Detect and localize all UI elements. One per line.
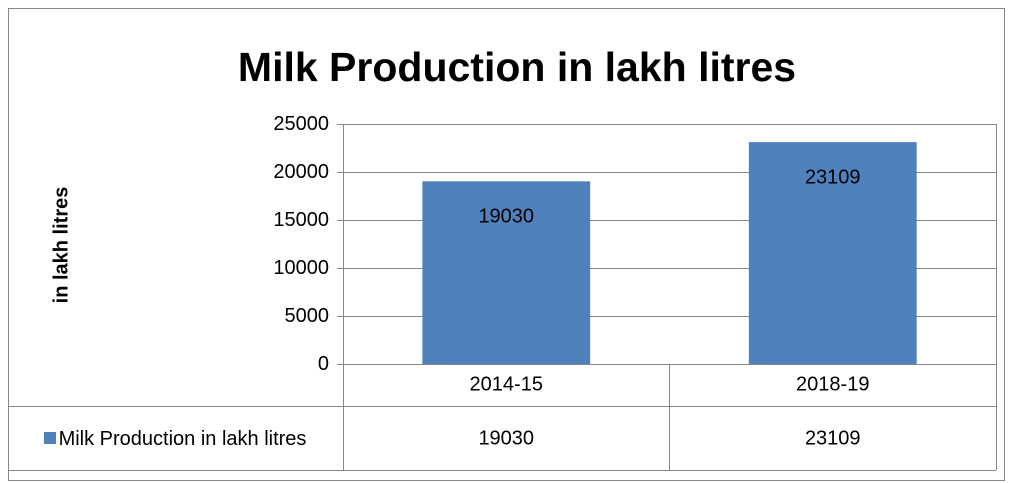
y-tick-label: 25000 xyxy=(273,113,329,135)
y-tick-label: 5000 xyxy=(285,305,330,327)
legend-entry: Milk Production in lakh litres xyxy=(43,427,307,452)
chart-title: Milk Production in lakh litres xyxy=(238,44,796,90)
data-table-value: 23109 xyxy=(805,427,861,449)
data-label: 19030 xyxy=(478,206,534,228)
bar xyxy=(422,181,591,364)
bar xyxy=(748,142,917,364)
data-table-value: 19030 xyxy=(478,427,534,449)
x-tick-label: 2014-15 xyxy=(470,373,543,395)
y-tick-label: 20000 xyxy=(273,161,329,183)
data-table-legend: Milk Production in lakh litres xyxy=(14,410,336,468)
y-axis-label: in lakh litres xyxy=(50,187,72,304)
legend-label: Milk Production in lakh litres xyxy=(58,427,307,450)
x-tick-label: 2018-19 xyxy=(796,373,869,395)
y-tick-label: 15000 xyxy=(273,209,329,231)
data-label: 23109 xyxy=(805,166,861,188)
y-tick-label: 10000 xyxy=(273,257,329,279)
legend-key xyxy=(43,431,56,444)
y-tick-label: 0 xyxy=(318,353,329,375)
